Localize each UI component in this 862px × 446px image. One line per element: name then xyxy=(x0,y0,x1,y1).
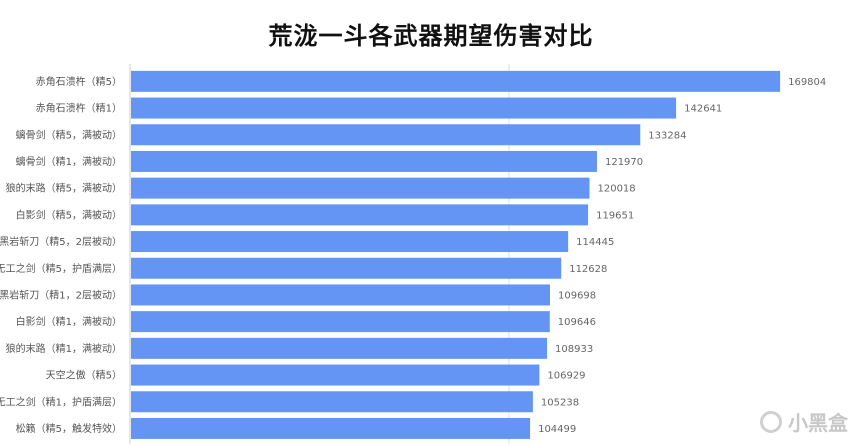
category-label: 螭骨剑（精5，满被动） xyxy=(16,128,122,141)
value-label: 109698 xyxy=(558,290,596,301)
value-label: 112628 xyxy=(569,264,607,275)
value-label: 106929 xyxy=(547,371,585,382)
category-label: 赤角石溃杵（精1） xyxy=(36,102,122,115)
category-label: 黑岩斩刀（精5，2层被动） xyxy=(0,235,122,248)
watermark-text: 小黑盒 xyxy=(788,411,848,435)
value-label: 120018 xyxy=(597,184,635,195)
heybox-logo-icon xyxy=(760,410,782,433)
category-label: 无工之剑（精5，护盾满层） xyxy=(0,262,122,275)
bar xyxy=(131,150,597,172)
bar xyxy=(131,284,550,306)
value-label: 114445 xyxy=(576,237,614,248)
bar xyxy=(131,257,562,279)
bar xyxy=(131,417,531,439)
chart-title: 荒泷一斗各武器期望伤害对比 xyxy=(268,22,594,50)
watermark: 小黑盒 xyxy=(760,407,848,436)
bar xyxy=(131,177,590,199)
category-label: 狼的末路（精1，满被动） xyxy=(6,342,122,355)
category-label: 天空之傲（精5） xyxy=(46,369,122,382)
bar xyxy=(131,337,548,359)
category-label: 松籁（精5，触发特效） xyxy=(16,422,122,435)
category-label: 白影剑（精1，满被动） xyxy=(16,315,122,328)
value-label: 142641 xyxy=(684,104,722,115)
value-label: 119651 xyxy=(596,210,634,221)
category-label: 狼的末路（精5，满被动） xyxy=(6,182,122,195)
category-label: 螭骨剑（精1，满被动） xyxy=(16,155,122,168)
bar xyxy=(131,364,540,386)
bar xyxy=(131,124,641,146)
category-label: 赤角石溃杵（精5） xyxy=(36,75,122,88)
value-label: 133284 xyxy=(648,130,686,141)
bar xyxy=(131,204,589,226)
value-label: 109646 xyxy=(558,317,596,328)
value-label: 108933 xyxy=(555,344,593,355)
value-label: 105238 xyxy=(541,397,579,408)
value-label: 104499 xyxy=(538,424,576,435)
bar xyxy=(131,97,677,119)
bar xyxy=(131,70,781,92)
bar xyxy=(131,391,533,413)
bar xyxy=(131,231,569,253)
category-label: 黑岩斩刀（精1，2层被动） xyxy=(0,288,122,301)
bar xyxy=(131,311,550,333)
category-label: 白影剑（精5，满被动） xyxy=(16,208,122,221)
value-label: 121970 xyxy=(605,157,643,168)
value-label: 169804 xyxy=(788,77,826,88)
category-label: 无工之剑（精1，护盾满层） xyxy=(0,395,122,408)
